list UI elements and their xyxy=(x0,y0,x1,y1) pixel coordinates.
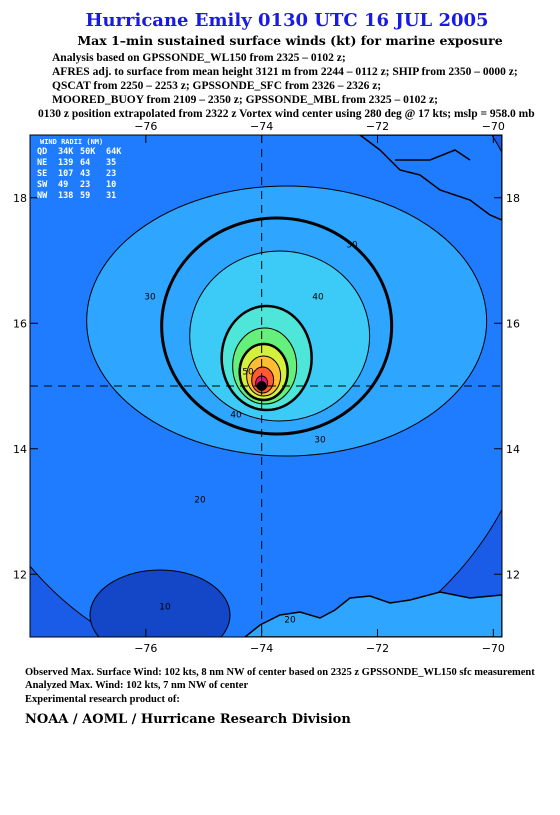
footer-line: Observed Max. Surface Wind: 102 kts, 8 n… xyxy=(25,667,535,678)
x-tick-label: −76 xyxy=(134,642,157,655)
y-tick-label: 14 xyxy=(506,443,520,456)
y-tick-label: 16 xyxy=(13,317,27,330)
radii-column: 50K xyxy=(80,147,96,157)
radii-cell: 43 xyxy=(80,169,90,179)
radii-cell: 138 xyxy=(58,191,73,201)
contour-label: 40 xyxy=(312,293,324,303)
radii-cell: SE xyxy=(37,169,47,179)
radii-cell: 23 xyxy=(106,169,116,179)
contour-label: 20 xyxy=(194,496,206,506)
x-tick-label: −70 xyxy=(482,642,505,655)
radii-cell: 59 xyxy=(80,191,90,201)
title: Hurricane Emily 0130 UTC 16 JUL 2005 xyxy=(85,10,488,31)
radii-column: 64K xyxy=(106,147,122,157)
contour-label: 30 xyxy=(314,436,326,446)
organization: NOAA / AOML / Hurricane Research Divisio… xyxy=(25,712,351,727)
radii-cell: 49 xyxy=(58,180,68,190)
radii-title: WIND RADII (NM) xyxy=(40,138,103,146)
analysis-line: Analysis based on GPSSONDE_WL150 from 23… xyxy=(52,52,346,64)
subtitle: Max 1–min sustained surface winds (kt) f… xyxy=(77,33,502,48)
y-tick-label: 18 xyxy=(506,192,520,205)
contour-label: 20 xyxy=(284,616,296,626)
radii-cell: 23 xyxy=(80,180,90,190)
contour xyxy=(89,569,231,637)
contour-34kt xyxy=(160,216,394,436)
analysis-line: 0130 z position extrapolated from 2322 z… xyxy=(38,108,535,120)
footer-line: Experimental research product of: xyxy=(25,694,180,705)
analysis-line: AFRES adj. to surface from mean height 3… xyxy=(52,66,518,78)
x-tick-label: −72 xyxy=(366,120,389,133)
land xyxy=(243,591,502,637)
contour-label: 30 xyxy=(144,293,156,303)
y-tick-label: 12 xyxy=(506,568,520,581)
y-tick-label: 14 xyxy=(13,443,27,456)
x-tick-label: −76 xyxy=(134,120,157,133)
plot-frame xyxy=(29,134,503,638)
x-tick-label: −74 xyxy=(250,120,273,133)
analysis-line: MOORED_BUOY from 2109 – 2350 z; GPSSONDE… xyxy=(52,94,438,106)
radii-cell: 10 xyxy=(106,180,116,190)
contour-label: 10 xyxy=(159,603,171,613)
footer-line: Analyzed Max. Wind: 102 kts, 7 nm NW of … xyxy=(25,680,248,691)
radii-cell: NE xyxy=(37,158,47,168)
radii-cell: 64 xyxy=(80,158,90,168)
radii-column: 34K xyxy=(58,147,74,157)
land xyxy=(358,135,502,221)
radii-cell: SW xyxy=(37,180,48,190)
y-tick-label: 16 xyxy=(506,317,520,330)
y-tick-label: 18 xyxy=(13,192,27,205)
contour-label: 50 xyxy=(242,368,254,378)
radii-cell: 35 xyxy=(106,158,116,168)
x-tick-label: −74 xyxy=(250,642,273,655)
radii-cell: NW xyxy=(37,191,48,201)
y-tick-label: 12 xyxy=(13,568,27,581)
x-tick-label: −72 xyxy=(366,642,389,655)
contour-label: 40 xyxy=(230,411,242,421)
x-tick-label: −70 xyxy=(482,120,505,133)
radii-column: QD xyxy=(37,147,47,157)
contour-label: 30 xyxy=(346,241,358,251)
radii-cell: 107 xyxy=(58,169,73,179)
radii-cell: 31 xyxy=(106,191,116,201)
storm-center xyxy=(256,381,267,391)
radii-cell: 139 xyxy=(58,158,73,168)
analysis-line: QSCAT from 2250 – 2253 z; GPSSONDE_SFC f… xyxy=(52,80,381,92)
map-overlay: −76 −76 −74 −74 −72 −72 −70 −70 12 12 14 14 16 16 18 18… xyxy=(13,120,520,655)
map-area: 20 20 30 30 30 40 40 10 50 xyxy=(30,135,502,637)
